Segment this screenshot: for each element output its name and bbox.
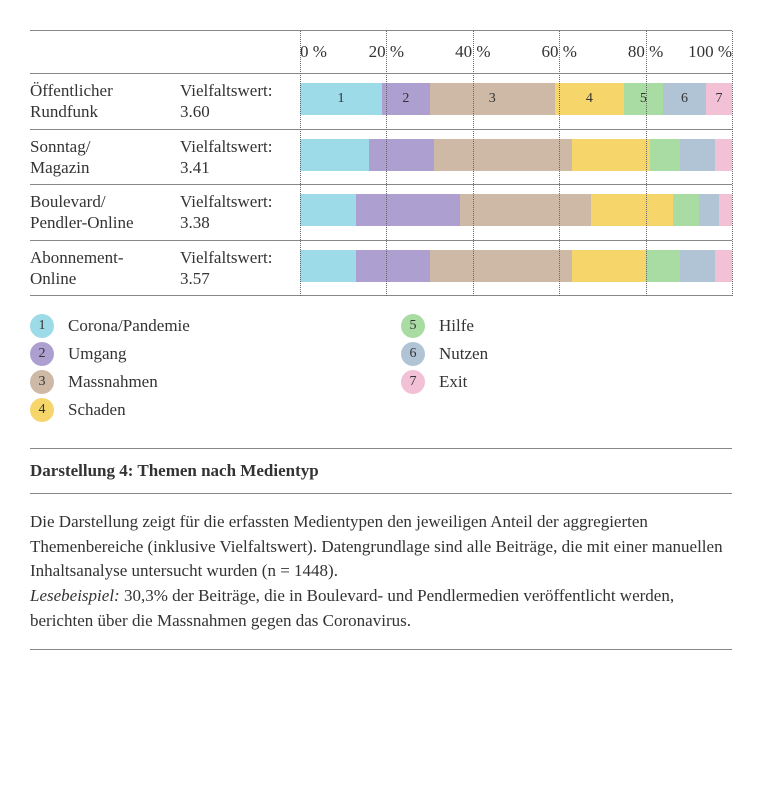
legend-swatch: 5 [401, 314, 425, 338]
stacked-bar [300, 194, 732, 226]
bar-segment: 4 [555, 83, 624, 115]
bar-segment [300, 250, 356, 282]
bar-segment: 6 [663, 83, 706, 115]
stacked-bar [300, 139, 732, 171]
bar-segment: 3 [430, 83, 555, 115]
legend-label: Exit [439, 372, 467, 392]
bar-segment [369, 139, 434, 171]
bar-segment [715, 250, 732, 282]
stacked-bar [300, 250, 732, 282]
bar-segment [719, 194, 732, 226]
chart-row: Boulevard/Pendler-OnlineVielfaltswert:3.… [30, 185, 732, 241]
chart-row: ÖffentlicherRundfunkVielfaltswert:3.6012… [30, 74, 732, 130]
x-axis-tick: 0 % [300, 42, 327, 62]
chart-row: Abonnement-OnlineVielfaltswert:3.57 [30, 241, 732, 297]
stacked-bar: 1234567 [300, 83, 732, 115]
bar-segment [699, 194, 719, 226]
bar-segment [434, 139, 572, 171]
gridline [732, 31, 733, 296]
row-label: Boulevard/Pendler-Online [30, 185, 180, 240]
bar-segment [460, 194, 591, 226]
legend-label: Massnahmen [68, 372, 158, 392]
x-axis-header: 0 % 20 % 40 % 60 % 80 % 100 % [30, 31, 732, 74]
legend-item: 3 Massnahmen [30, 370, 361, 394]
row-label: ÖffentlicherRundfunk [30, 74, 180, 129]
legend-swatch: 4 [30, 398, 54, 422]
vielfalt-value: Vielfaltswert:3.57 [180, 241, 300, 296]
legend-item: 7 Exit [401, 370, 732, 394]
legend-swatch: 1 [30, 314, 54, 338]
bar-segment [300, 194, 356, 226]
x-axis-tick: 100 % [688, 42, 732, 62]
bar-segment [715, 139, 732, 171]
legend-swatch: 2 [30, 342, 54, 366]
legend-item: 5 Hilfe [401, 314, 732, 338]
x-axis-tick: 60 % [541, 42, 576, 62]
bar-segment [572, 139, 650, 171]
lesebeispiel: Lesebeispiel: 30,3% der Beiträge, die in… [30, 584, 732, 633]
bar-segment [356, 194, 460, 226]
bar-segment [650, 139, 680, 171]
bar-segment [430, 250, 573, 282]
bar-segment: 1 [300, 83, 382, 115]
bar-segment: 2 [382, 83, 430, 115]
lesebeispiel-label: Lesebeispiel: [30, 586, 120, 605]
bar-segment [673, 194, 699, 226]
legend: 1 Corona/Pandemie 2 Umgang 3 Massnahmen 4 Schad… [30, 310, 732, 426]
bar-segment [680, 250, 715, 282]
legend-item: 2 Umgang [30, 342, 361, 366]
vielfalt-value: Vielfaltswert:3.60 [180, 74, 300, 129]
vielfalt-value: Vielfaltswert:3.38 [180, 185, 300, 240]
bar-segment [356, 250, 429, 282]
bar-segment [591, 194, 673, 226]
vielfalt-value: Vielfaltswert:3.41 [180, 130, 300, 185]
legend-swatch: 7 [401, 370, 425, 394]
legend-label: Nutzen [439, 344, 488, 364]
legend-swatch: 3 [30, 370, 54, 394]
legend-swatch: 6 [401, 342, 425, 366]
caption-block: Darstellung 4: Themen nach Medientyp [30, 448, 732, 494]
figure: 0 % 20 % 40 % 60 % 80 % 100 % ÖffentlicherRun… [0, 0, 762, 690]
legend-label: Umgang [68, 344, 127, 364]
row-label: Abonnement-Online [30, 241, 180, 296]
bar-segment [646, 250, 681, 282]
bar-segment [300, 139, 369, 171]
legend-label: Hilfe [439, 316, 474, 336]
x-axis-tick: 80 % [628, 42, 663, 62]
legend-label: Corona/Pandemie [68, 316, 190, 336]
x-axis-tick: 20 % [369, 42, 404, 62]
bar-segment [572, 250, 645, 282]
description: Die Darstellung zeigt für die erfassten … [30, 510, 732, 650]
bar-segment: 5 [624, 83, 663, 115]
legend-item: 1 Corona/Pandemie [30, 314, 361, 338]
bar-segment: 7 [706, 83, 732, 115]
legend-label: Schaden [68, 400, 126, 420]
lesebeispiel-text: 30,3% der Beiträge, die in Boulevard- un… [30, 586, 674, 630]
legend-item: 4 Schaden [30, 398, 361, 422]
chart-row: Sonntag/MagazinVielfaltswert:3.41 [30, 130, 732, 186]
description-paragraph: Die Darstellung zeigt für die erfassten … [30, 510, 732, 584]
bar-segment [680, 139, 715, 171]
x-axis-tick: 40 % [455, 42, 490, 62]
caption-title: Darstellung 4: Themen nach Medientyp [30, 461, 319, 480]
chart: 0 % 20 % 40 % 60 % 80 % 100 % ÖffentlicherRun… [30, 30, 732, 296]
row-label: Sonntag/Magazin [30, 130, 180, 185]
legend-item: 6 Nutzen [401, 342, 732, 366]
